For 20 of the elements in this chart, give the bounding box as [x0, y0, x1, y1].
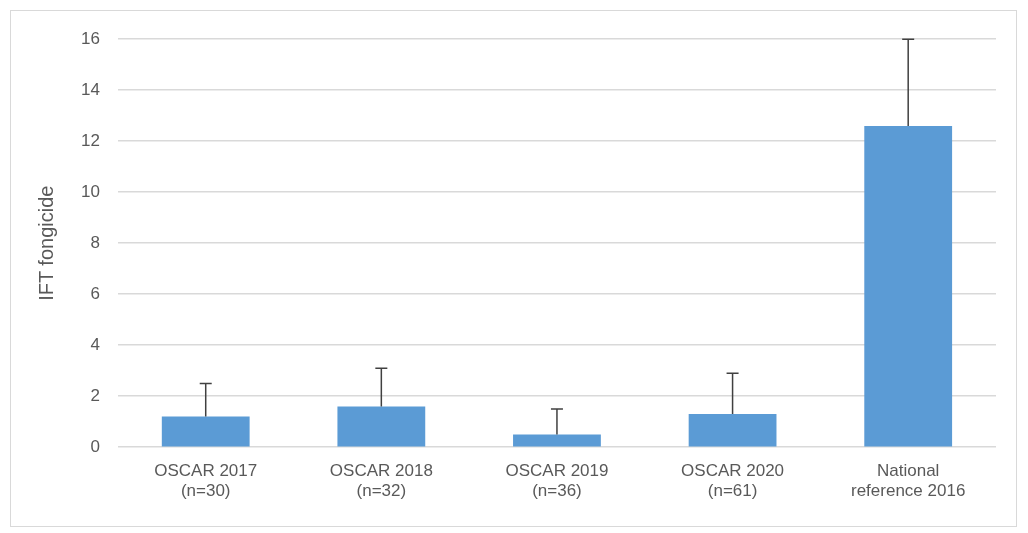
y-tick-label: 16: [80, 28, 100, 48]
y-axis-title: IFT fongicide: [34, 185, 57, 301]
bar: [513, 434, 601, 447]
x-tick-label: OSCAR 2017 (n=30): [154, 461, 258, 501]
bar: [337, 406, 426, 447]
x-tick-label: OSCAR 2018 (n=32): [329, 461, 433, 501]
bar: [161, 416, 250, 447]
y-tick-label: 6: [90, 283, 100, 303]
y-tick-label: 14: [80, 79, 100, 99]
y-tick-label: 8: [90, 232, 100, 252]
bar: [864, 125, 953, 447]
bar: [688, 414, 777, 447]
x-tick-label: OSCAR 2019 (n=36): [505, 461, 609, 501]
y-tick-label: 0: [90, 436, 100, 456]
x-tick-label: OSCAR 2020 (n=61): [681, 461, 785, 501]
y-tick-label: 2: [90, 385, 100, 405]
y-tick-label: 4: [90, 334, 100, 354]
y-tick-label: 12: [80, 130, 100, 150]
x-tick-label: National reference 2016: [851, 461, 966, 501]
y-tick-label: 10: [80, 181, 100, 201]
